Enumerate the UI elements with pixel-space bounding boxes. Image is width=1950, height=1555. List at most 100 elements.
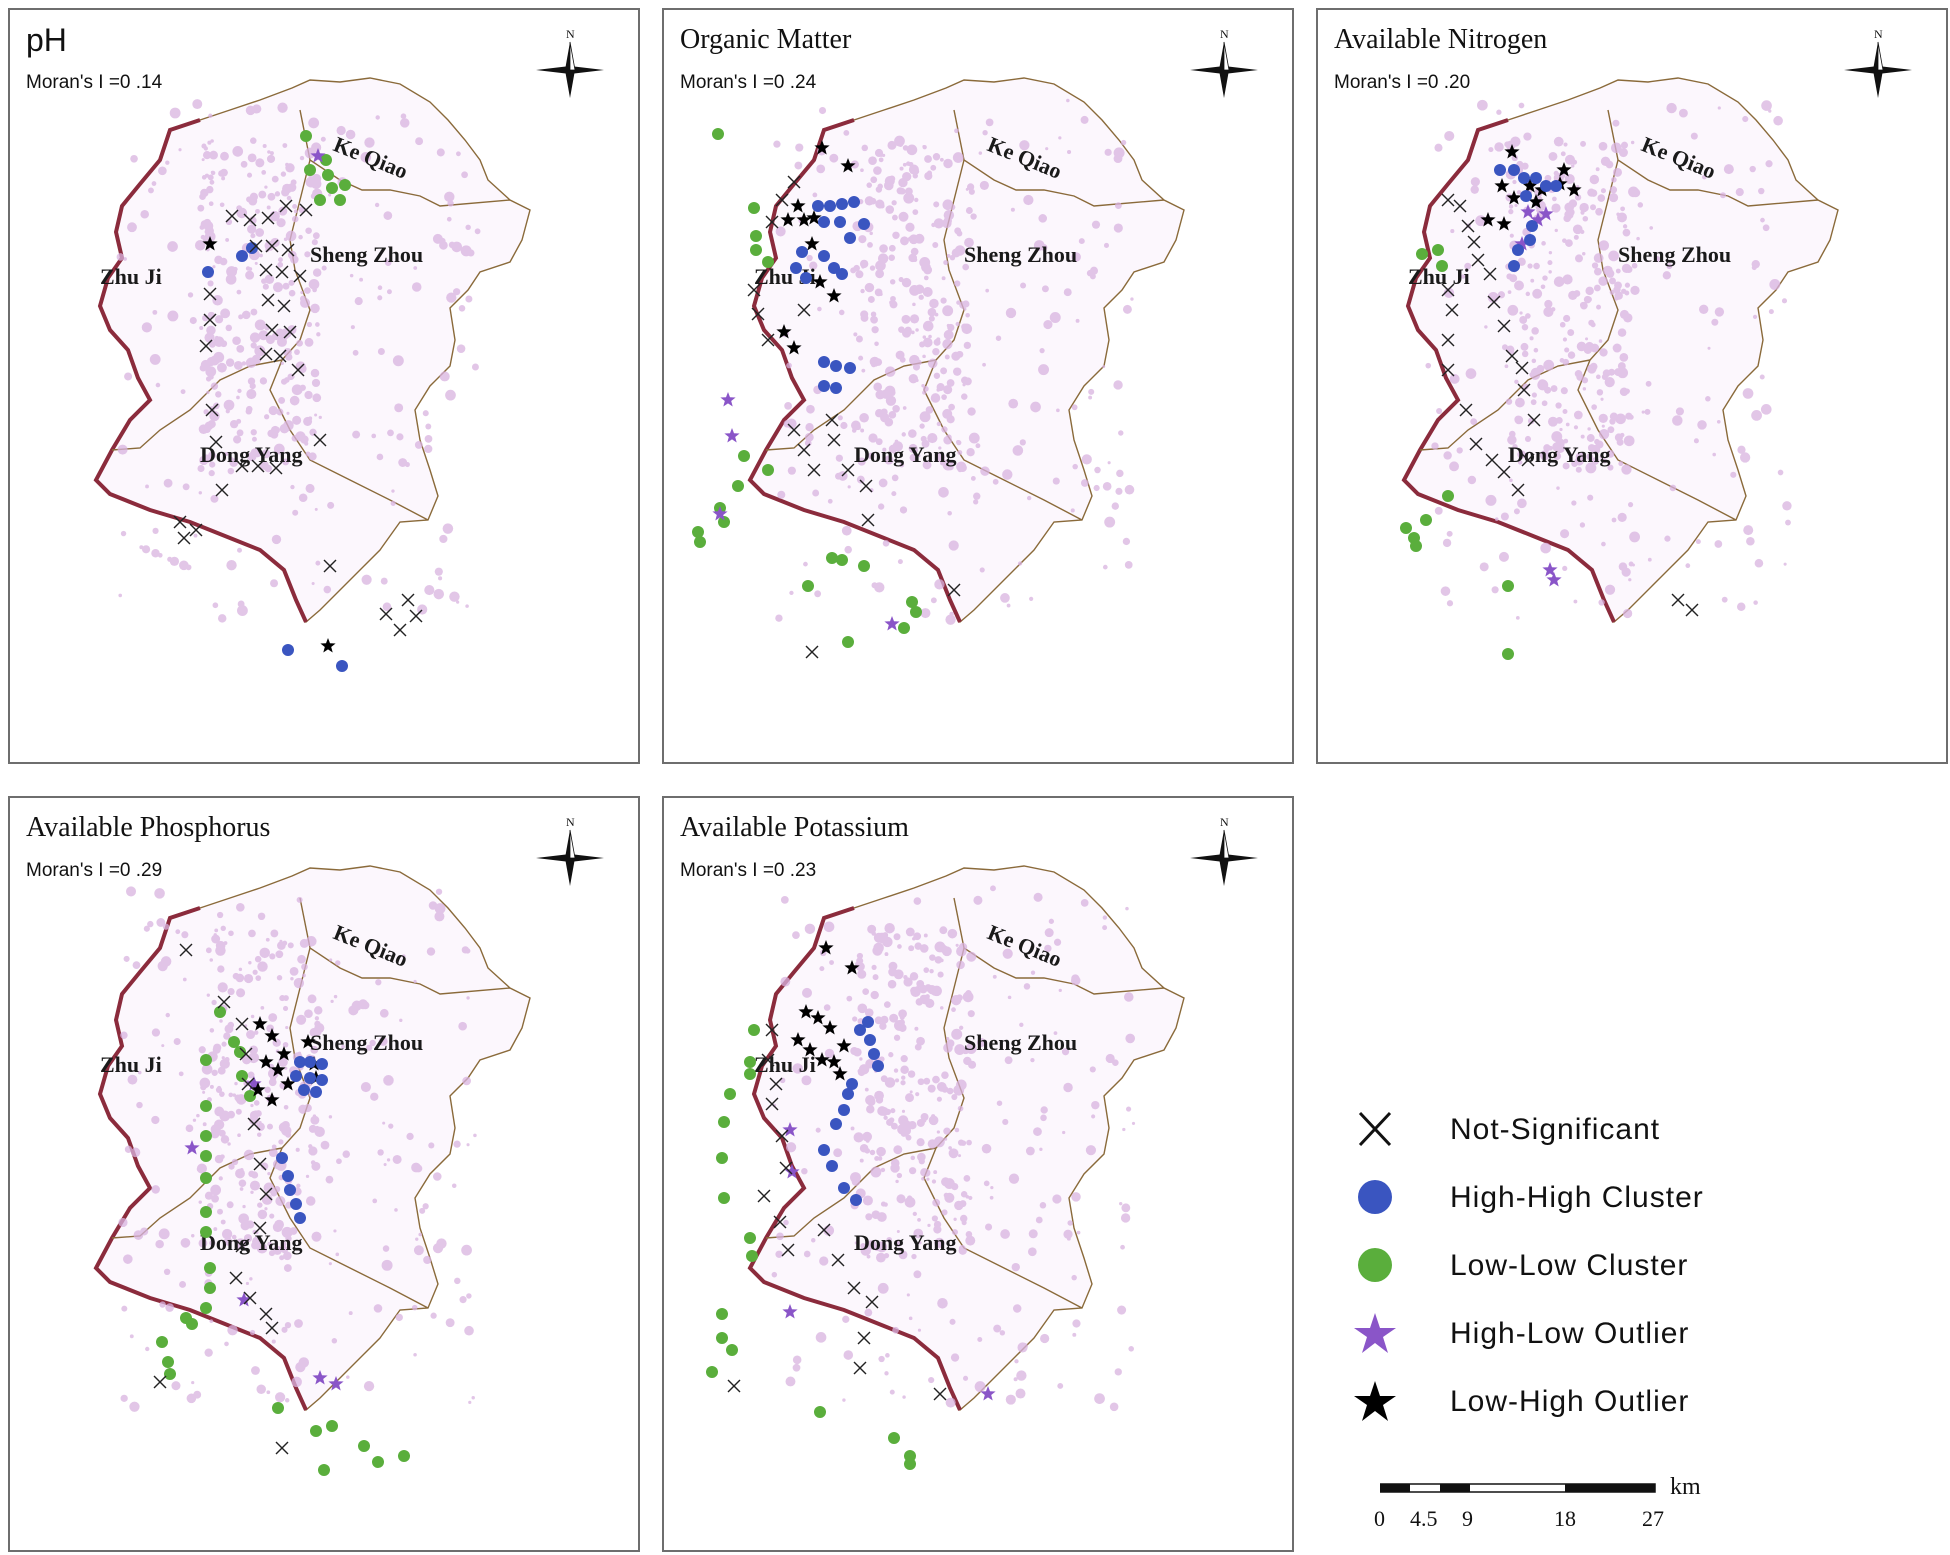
low-low-point xyxy=(214,1006,226,1018)
not-significant-mark xyxy=(179,943,193,957)
high-low-point xyxy=(236,1292,252,1307)
not-significant-mark xyxy=(805,645,819,659)
low-high-point xyxy=(806,210,822,225)
not-significant-mark xyxy=(251,459,265,473)
not-significant-mark xyxy=(773,1215,787,1229)
low-low-point xyxy=(750,230,762,242)
low-low-point xyxy=(762,256,774,268)
high-high-point xyxy=(868,1048,880,1060)
not-significant-mark xyxy=(199,339,213,353)
not-significant-mark xyxy=(203,287,217,301)
low-low-point xyxy=(1436,260,1448,272)
high-high-point xyxy=(1494,164,1506,176)
high-high-point xyxy=(824,200,836,212)
not-significant-mark xyxy=(797,303,811,317)
not-significant-mark xyxy=(827,433,841,447)
legend-label: Low-High Outlier xyxy=(1450,1385,1690,1418)
county-boundary xyxy=(1607,109,1819,207)
not-significant-mark xyxy=(283,325,297,339)
low-high-point xyxy=(780,212,796,227)
black-star-icon xyxy=(1354,1381,1396,1421)
low-high-point xyxy=(300,1034,316,1049)
low-high-point xyxy=(798,1004,814,1019)
low-low-point xyxy=(318,1464,330,1476)
county-boundary xyxy=(299,109,511,207)
low-high-point xyxy=(818,940,834,955)
low-low-point xyxy=(732,480,744,492)
not-significant-mark xyxy=(761,1053,775,1067)
not-significant-mark xyxy=(1511,483,1525,497)
scale-tick: 0 xyxy=(1374,1506,1385,1531)
not-significant-mark xyxy=(273,349,287,363)
high-low-point xyxy=(184,1140,200,1155)
map-panel-available-phosphorus: Available Phosphorus Moran's I =0 .29 Ke… xyxy=(8,796,640,1552)
not-significant-mark xyxy=(409,609,423,623)
low-low-point xyxy=(398,1450,410,1462)
low-high-point xyxy=(1556,162,1572,177)
high-high-point xyxy=(796,246,808,258)
not-significant-mark xyxy=(1515,361,1529,375)
high-high-point xyxy=(1520,190,1532,202)
high-low-point xyxy=(312,1370,328,1385)
low-low-point xyxy=(762,464,774,476)
not-significant-mark xyxy=(861,513,875,527)
low-low-point xyxy=(718,1116,730,1128)
not-significant-mark xyxy=(235,1017,249,1031)
low-low-point xyxy=(826,552,838,564)
density-layer xyxy=(771,885,1136,1412)
low-low-point xyxy=(200,1130,212,1142)
high-high-point xyxy=(282,644,294,656)
legend-label: Not-Significant xyxy=(1450,1113,1661,1146)
high-high-point xyxy=(844,232,856,244)
high-low-point xyxy=(1542,562,1558,577)
not-significant-mark xyxy=(215,483,229,497)
not-significant-mark xyxy=(225,209,239,223)
low-high-point xyxy=(264,1092,280,1107)
scale-bar: km 0 4.5 9 18 27 xyxy=(1374,1460,1780,1550)
not-significant-mark xyxy=(831,1253,845,1267)
low-high-point xyxy=(802,1042,818,1057)
not-significant-mark xyxy=(765,1097,779,1111)
not-significant-mark xyxy=(299,203,313,217)
not-significant-mark xyxy=(761,333,775,347)
county-boundary xyxy=(765,359,937,451)
not-significant-mark xyxy=(747,283,761,297)
low-low-point xyxy=(744,1056,756,1068)
not-significant-mark xyxy=(1487,295,1501,309)
not-significant-mark xyxy=(775,1129,789,1143)
low-low-point xyxy=(694,536,706,548)
low-low-point xyxy=(300,130,312,142)
not-significant-mark xyxy=(765,1023,779,1037)
not-significant-mark xyxy=(781,1243,795,1257)
low-high-point xyxy=(1504,144,1520,159)
not-significant-mark xyxy=(243,1291,257,1305)
high-high-point xyxy=(276,1152,288,1164)
high-high-point xyxy=(1526,220,1538,232)
low-low-point xyxy=(718,1192,730,1204)
high-high-point xyxy=(310,1086,322,1098)
low-low-point xyxy=(204,1282,216,1294)
not-significant-mark xyxy=(265,323,279,337)
low-low-point xyxy=(842,636,854,648)
high-low-point xyxy=(712,506,728,521)
low-low-point xyxy=(716,1152,728,1164)
county-boundary xyxy=(953,897,1165,995)
legend-item-low-low: Low-Low Cluster xyxy=(1350,1241,1910,1291)
blue-dot-icon xyxy=(1358,1180,1392,1214)
not-significant-mark xyxy=(177,531,191,545)
high-high-point xyxy=(862,1016,874,1028)
low-low-point xyxy=(748,1024,760,1036)
north-label: N xyxy=(1220,27,1229,41)
county-boundary xyxy=(765,1147,937,1239)
low-low-point xyxy=(1416,248,1428,260)
low-low-point xyxy=(744,1068,756,1080)
not-significant-mark xyxy=(933,1387,947,1401)
region-label: Dong Yang xyxy=(854,442,957,467)
not-significant-mark xyxy=(173,515,187,529)
high-low-point xyxy=(246,1076,262,1091)
low-low-point xyxy=(272,1402,284,1414)
legend-label: High-Low Outlier xyxy=(1450,1317,1690,1350)
not-significant-mark xyxy=(1497,319,1511,333)
